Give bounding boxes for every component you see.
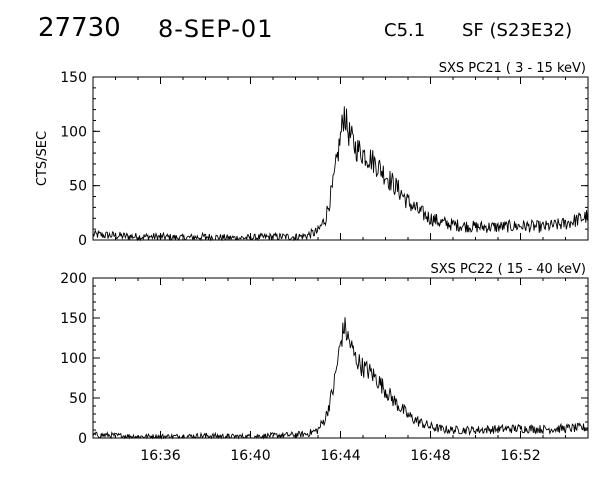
x-tick-label: 16:44 xyxy=(320,448,360,464)
event-date: 8-SEP-01 xyxy=(158,15,274,43)
y-tick-label-2: 150 xyxy=(60,311,87,327)
y-tick-label-1: 0 xyxy=(78,233,87,249)
y-tick-label-2: 200 xyxy=(60,271,87,287)
y-tick-label-1: 50 xyxy=(69,179,87,195)
plot-frame-1 xyxy=(92,76,589,241)
y-tick-label-1: 100 xyxy=(60,124,87,140)
x-tick-label: 16:52 xyxy=(500,448,540,464)
series-line-1 xyxy=(92,106,589,242)
x-tick-label: 16:36 xyxy=(140,448,180,464)
plot-frame-2 xyxy=(92,277,589,439)
series-line-2 xyxy=(92,317,589,440)
y-axis-label: CTS/SEC xyxy=(35,131,50,186)
event-id: 27730 xyxy=(38,13,121,43)
panel-title-1: SXS PC21 ( 3 - 15 keV) xyxy=(439,61,586,76)
flare-location: SF (S23E32) xyxy=(462,20,573,41)
y-tick-label-1: 150 xyxy=(60,70,87,86)
x-tick-label: 16:48 xyxy=(410,448,450,464)
y-tick-label-2: 100 xyxy=(60,351,87,367)
x-tick-label: 16:40 xyxy=(230,448,270,464)
y-tick-label-2: 0 xyxy=(78,431,87,447)
panel-title-2: SXS PC22 ( 15 - 40 keV) xyxy=(430,262,586,277)
y-tick-label-2: 50 xyxy=(69,391,87,407)
flare-class: C5.1 xyxy=(384,20,426,41)
